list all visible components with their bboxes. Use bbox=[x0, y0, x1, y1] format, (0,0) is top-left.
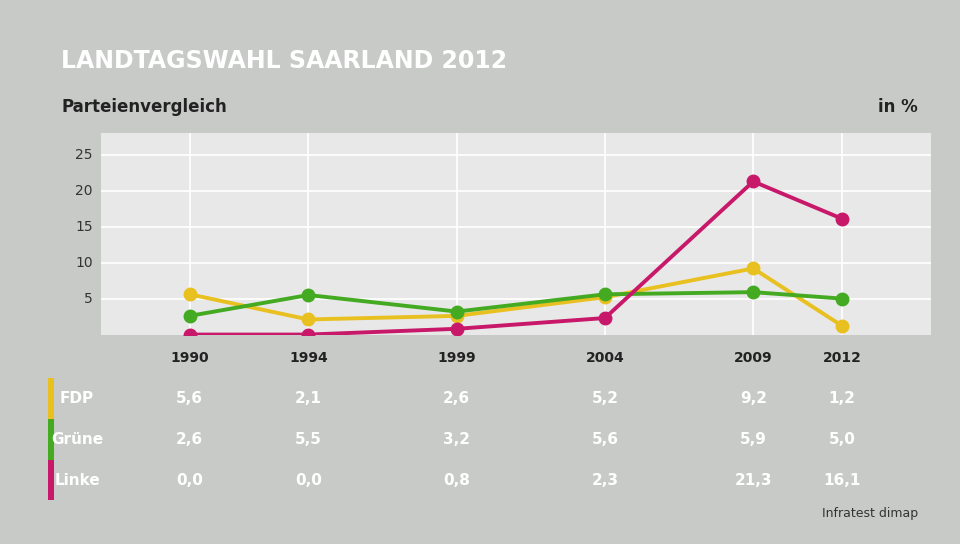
Text: 1994: 1994 bbox=[289, 351, 327, 364]
Text: 1999: 1999 bbox=[438, 351, 476, 364]
Text: 25: 25 bbox=[76, 148, 93, 162]
Text: 2004: 2004 bbox=[586, 351, 624, 364]
Text: Grüne: Grüne bbox=[51, 432, 103, 447]
Bar bbox=[48, 460, 54, 500]
Text: 5,5: 5,5 bbox=[295, 432, 322, 447]
Text: 1990: 1990 bbox=[171, 351, 209, 364]
Text: 5: 5 bbox=[84, 292, 93, 306]
Bar bbox=[48, 378, 54, 419]
Text: 2,3: 2,3 bbox=[591, 473, 618, 487]
Text: 20: 20 bbox=[76, 184, 93, 198]
Text: FDP: FDP bbox=[60, 391, 94, 406]
Text: 21,3: 21,3 bbox=[734, 473, 772, 487]
Text: 5,9: 5,9 bbox=[740, 432, 767, 447]
Text: LANDTAGSWAHL SAARLAND 2012: LANDTAGSWAHL SAARLAND 2012 bbox=[61, 49, 508, 73]
Text: 2,6: 2,6 bbox=[177, 432, 204, 447]
Text: 5,2: 5,2 bbox=[591, 391, 618, 406]
Text: 5,0: 5,0 bbox=[828, 432, 855, 447]
Text: 1,2: 1,2 bbox=[828, 391, 855, 406]
Text: 2,6: 2,6 bbox=[444, 391, 470, 406]
Bar bbox=[48, 419, 54, 460]
Text: 2009: 2009 bbox=[734, 351, 773, 364]
Text: 2,1: 2,1 bbox=[295, 391, 322, 406]
Text: 15: 15 bbox=[75, 220, 93, 234]
Text: 5,6: 5,6 bbox=[591, 432, 618, 447]
Text: 10: 10 bbox=[75, 256, 93, 270]
Text: Linke: Linke bbox=[54, 473, 100, 487]
Text: 2012: 2012 bbox=[823, 351, 862, 364]
Text: 0,0: 0,0 bbox=[295, 473, 322, 487]
Text: 0,8: 0,8 bbox=[444, 473, 470, 487]
Text: in %: in % bbox=[878, 98, 918, 116]
Text: 16,1: 16,1 bbox=[824, 473, 861, 487]
Text: 9,2: 9,2 bbox=[740, 391, 767, 406]
Text: 3,2: 3,2 bbox=[444, 432, 470, 447]
Text: Infratest dimap: Infratest dimap bbox=[822, 507, 918, 520]
Text: Parteienvergleich: Parteienvergleich bbox=[61, 98, 227, 116]
Text: 0,0: 0,0 bbox=[177, 473, 204, 487]
Text: 5,6: 5,6 bbox=[177, 391, 204, 406]
